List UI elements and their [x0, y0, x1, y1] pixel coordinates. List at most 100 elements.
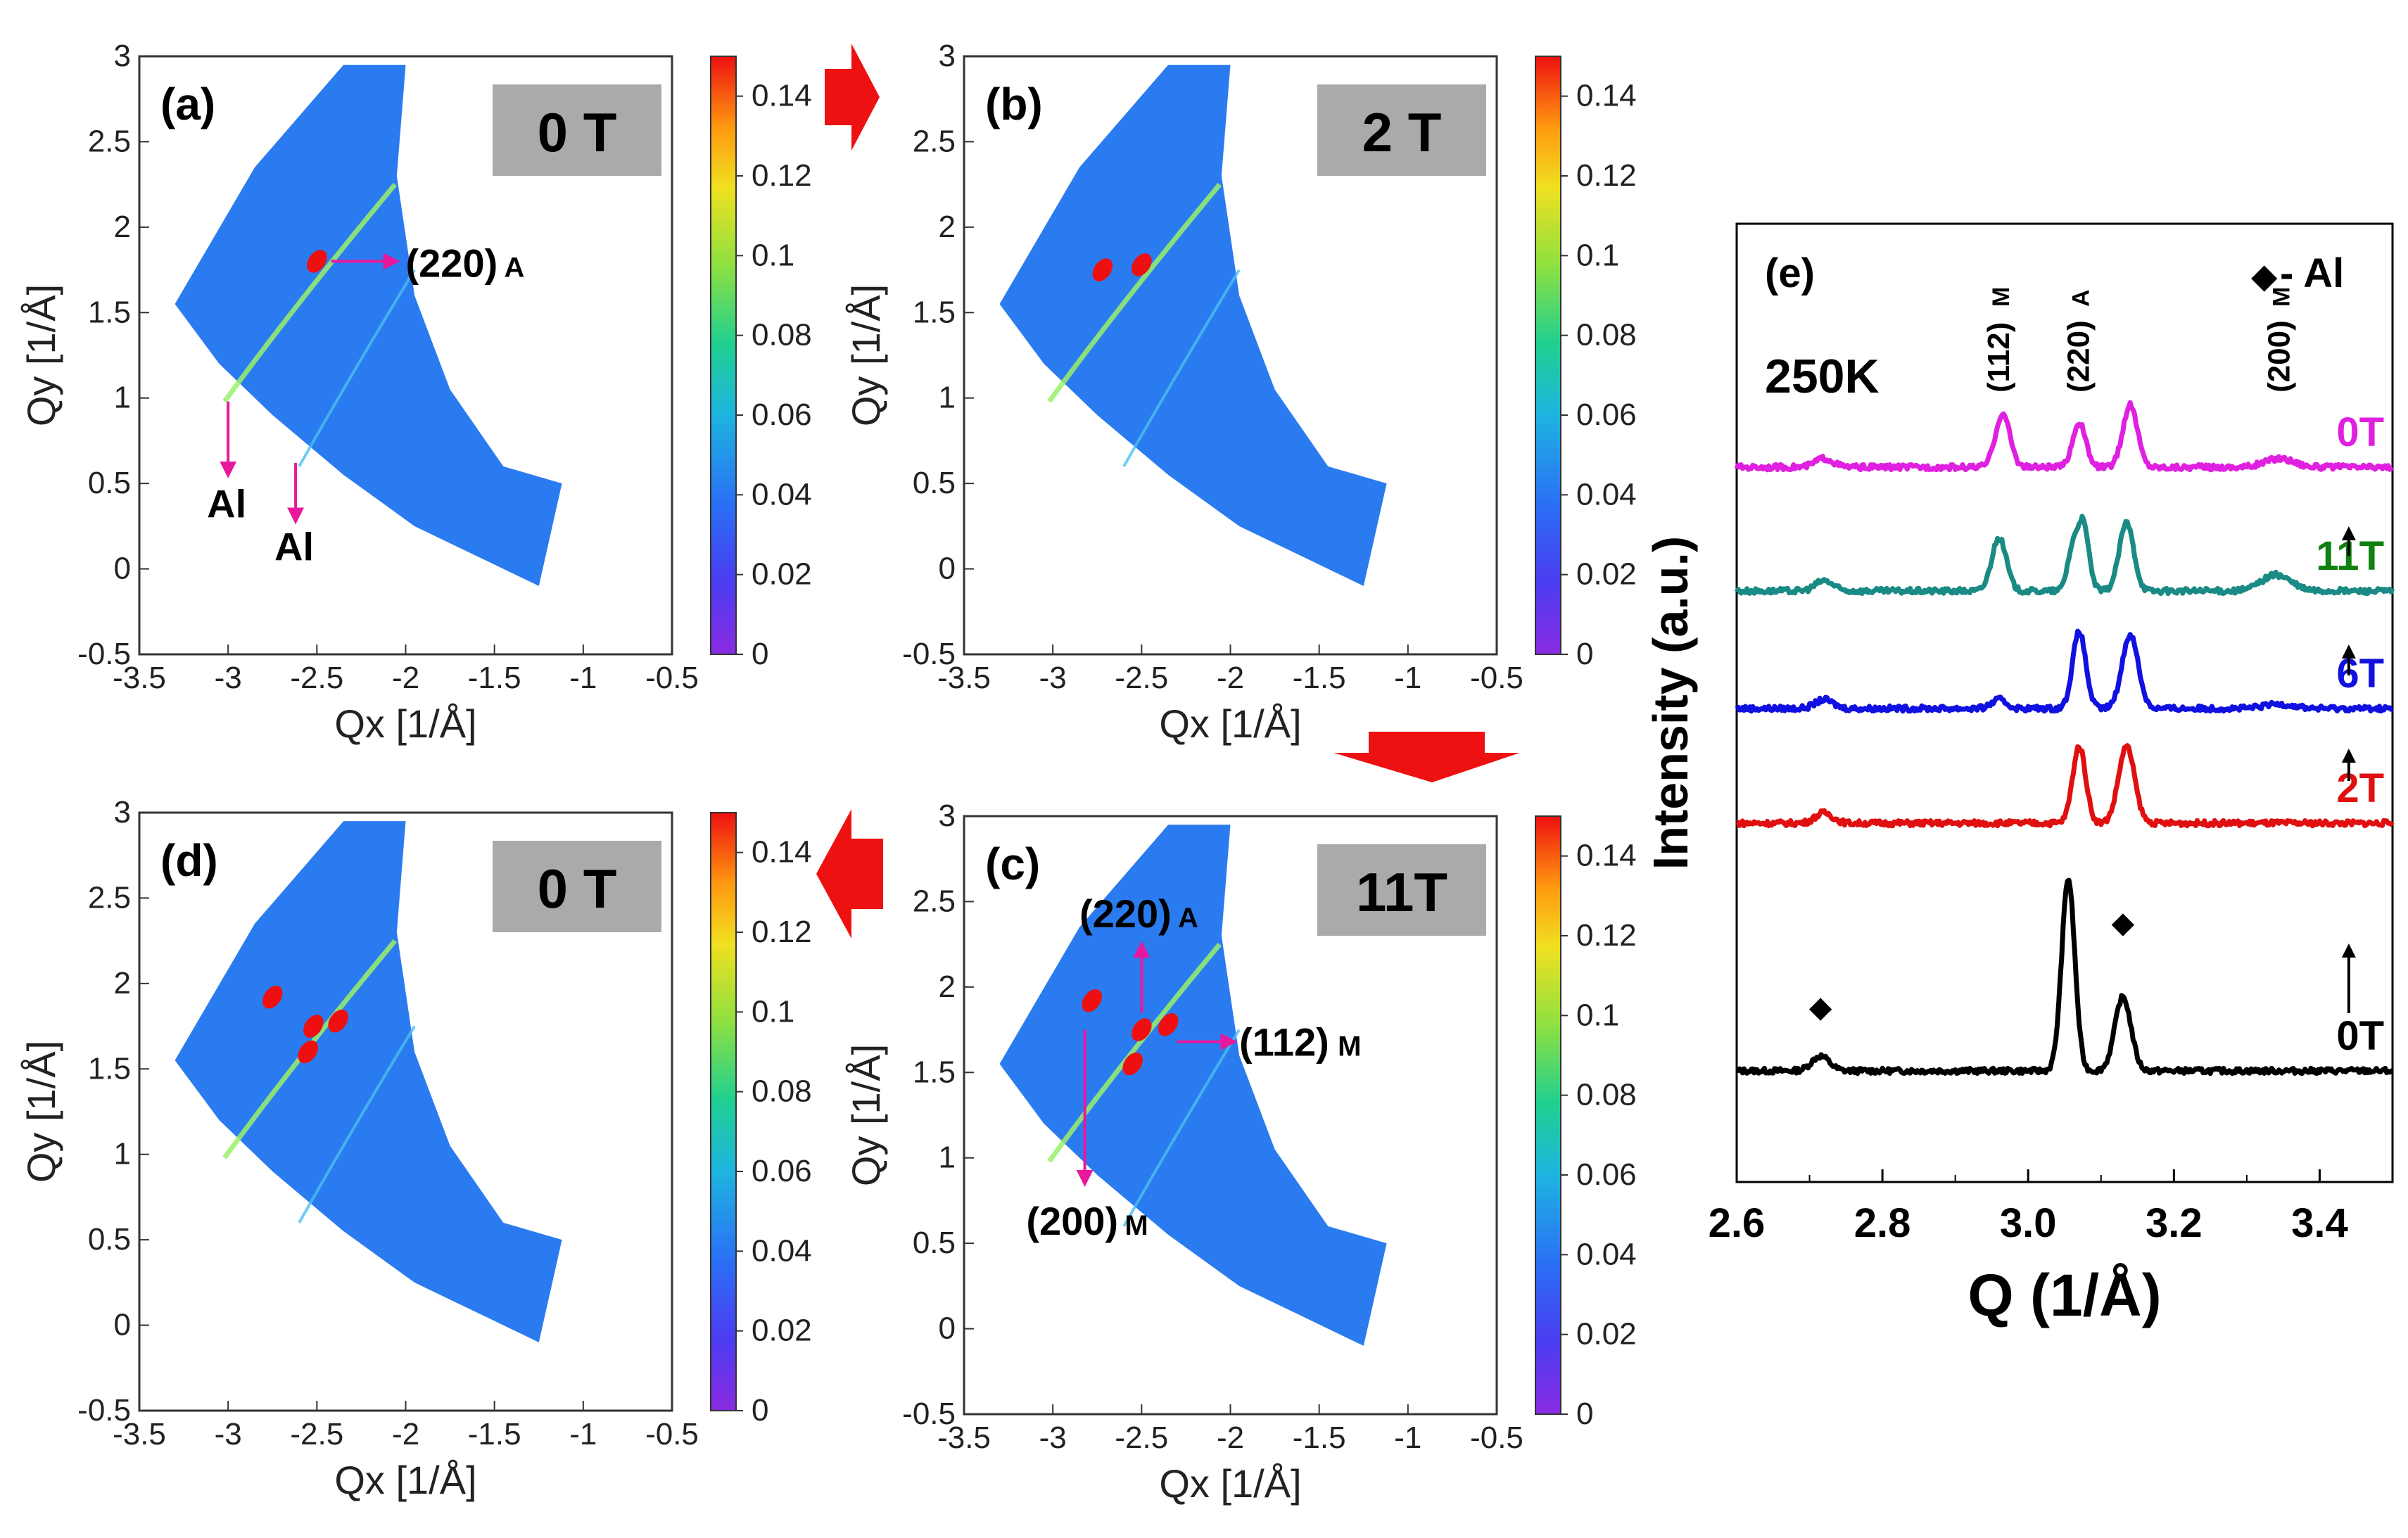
legend-symbol: ◆ — [2251, 258, 2278, 294]
trace-2T — [1735, 743, 2395, 829]
y-tick-label: -0.5 — [77, 637, 131, 671]
x-tick-label: -0.5 — [1470, 1421, 1523, 1455]
x-tick-label: 2.8 — [1854, 1200, 1911, 1246]
field-box — [1317, 844, 1486, 936]
x-axis-label: Qx [1/Å] — [334, 1458, 476, 1502]
x-tick-label: -3.5 — [113, 661, 166, 695]
field-label: 2 T — [1362, 101, 1442, 163]
y-axis-label: Qy [1/Å] — [844, 284, 888, 426]
y-tick-label: 0.5 — [913, 1226, 956, 1260]
x-tick-label: -1.5 — [468, 661, 521, 695]
colorbar-tick-label: 0.1 — [752, 238, 794, 272]
trace-label: 0T — [2336, 1013, 2384, 1059]
field-label: 11T — [1356, 861, 1447, 923]
x-tick-label: -3 — [215, 661, 242, 695]
x-tick-label: -1.5 — [1293, 661, 1346, 695]
x-tick-label: -2.5 — [290, 661, 343, 695]
colorbar — [1535, 56, 1561, 655]
y-tick-label: 1 — [939, 381, 956, 415]
x-tick-label: -2 — [1217, 661, 1244, 695]
map-panel-c: -3.5 -3 -2.5 -2 -1.5 -1 -0.5 -0.5 0 0.5 1 1.5 2 2.5 3 Q… — [844, 799, 1637, 1506]
colorbar — [1535, 815, 1561, 1415]
x-tick-label: -2 — [1217, 1421, 1244, 1455]
y-tick-label: 0.5 — [913, 466, 956, 500]
y-tick-label: 2.5 — [88, 880, 131, 915]
peak-label-group: (220) A — [2062, 289, 2096, 393]
colorbar-tick-label: 0.1 — [1576, 998, 1619, 1032]
peak-label-sub: M — [2268, 287, 2295, 307]
y-tick-label: 1 — [114, 381, 131, 415]
peak-label-220A: (220) — [1079, 891, 1172, 936]
y-tick-label: 2 — [939, 970, 956, 1004]
y-tick-label: 3 — [114, 39, 131, 73]
al-label-1: Al — [207, 482, 246, 526]
x-tick-label: -2 — [392, 661, 419, 695]
ring-220 — [1047, 182, 1222, 403]
peak-label-220A-sub: A — [1178, 903, 1198, 934]
detector-wedge — [175, 65, 562, 586]
red-arrow-left — [816, 809, 883, 939]
ring-al — [298, 269, 416, 467]
y-tick-label: 1 — [114, 1137, 131, 1171]
x-tick-label: -3 — [1039, 661, 1067, 695]
colorbar-tick-label: 0.1 — [1576, 238, 1619, 272]
colorbar-tick-label: 0.04 — [752, 477, 812, 511]
colorbar-tick-label: 0.12 — [1576, 918, 1637, 953]
colorbar-tick-label: 0 — [752, 637, 768, 671]
x-tick-label: -3.5 — [937, 661, 991, 695]
y-tick-label: 0 — [939, 552, 956, 586]
colorbar-tick-label: 0.06 — [752, 1154, 812, 1188]
y-tick-label: 2.5 — [913, 124, 956, 158]
trace-6T — [1735, 628, 2394, 714]
temperature-label: 250K — [1765, 350, 1880, 403]
colorbar — [710, 812, 737, 1411]
hotspot — [303, 1015, 324, 1038]
trace-label: 0T — [2336, 409, 2384, 455]
colorbar-tick-label: 0.06 — [752, 398, 812, 432]
detector-wedge — [999, 65, 1387, 586]
colorbar-tick-label: 0 — [1576, 1397, 1593, 1431]
panel-label: (c) — [985, 839, 1040, 889]
x-tick-label: -1 — [1394, 661, 1421, 695]
peak-label-112M-sub: M — [1338, 1031, 1361, 1062]
y-tick-label: 0 — [939, 1311, 956, 1346]
y-axis-label: Qy [1/Å] — [19, 284, 63, 426]
red-arrow-right — [825, 44, 880, 151]
colorbar-tick-label: 0.02 — [752, 557, 812, 592]
y-tick-label: -0.5 — [902, 637, 956, 671]
trace-0T — [1734, 400, 2394, 473]
y-tick-label: 0 — [114, 552, 131, 586]
hotspot — [1132, 253, 1152, 277]
map-panel-b: -3.5 -3 -2.5 -2 -1.5 -1 -0.5 -0.5 0 0.5 1 1.5 2 2.5 3 Q… — [844, 39, 1637, 746]
colorbar-tick-label: 0.06 — [1576, 1157, 1637, 1192]
x-tick-label: -0.5 — [645, 1417, 699, 1451]
colorbar-tick-label: 0.08 — [752, 318, 812, 352]
trace-label: 2T — [2336, 765, 2384, 811]
line-panel-e: 2.6 2.8 3.0 3.2 3.4 Q (1/Å) Intensity (a.u.) (e… — [1643, 222, 2395, 1328]
y-tick-label: 0.5 — [88, 466, 131, 500]
peak-label-sub: A — [2068, 289, 2095, 307]
field-label: 0 T — [538, 101, 617, 163]
x-tick-label: -3 — [1039, 1421, 1067, 1455]
colorbar-tick-label: 0.14 — [1576, 839, 1637, 873]
colorbar-tick-label: 0.12 — [752, 158, 812, 193]
x-axis-label: Qx [1/Å] — [334, 701, 476, 746]
red-arrow-down — [1333, 732, 1520, 782]
colorbar-tick-label: 0.08 — [752, 1074, 812, 1109]
y-tick-label: 1.5 — [913, 1055, 956, 1089]
ring-al — [1122, 1029, 1241, 1227]
x-tick-label: 3.4 — [2291, 1200, 2348, 1246]
hotspot — [1158, 1013, 1179, 1036]
colorbar-tick-label: 0.08 — [1576, 318, 1637, 352]
peak-label-220A: (220) — [406, 241, 498, 285]
x-tick-label: -3 — [215, 1417, 242, 1451]
detector-wedge — [999, 825, 1387, 1346]
colorbar-tick-label: 0 — [1576, 637, 1593, 671]
y-axis-label: Qy [1/Å] — [844, 1044, 888, 1186]
peak-label: (200) — [2262, 320, 2296, 393]
peak-label-200M-sub: M — [1124, 1210, 1148, 1241]
colorbar-tick-label: 0.02 — [1576, 1317, 1637, 1352]
y-tick-label: 2 — [114, 966, 131, 1000]
y-axis-label-e: Intensity (a.u.) — [1643, 536, 1698, 870]
